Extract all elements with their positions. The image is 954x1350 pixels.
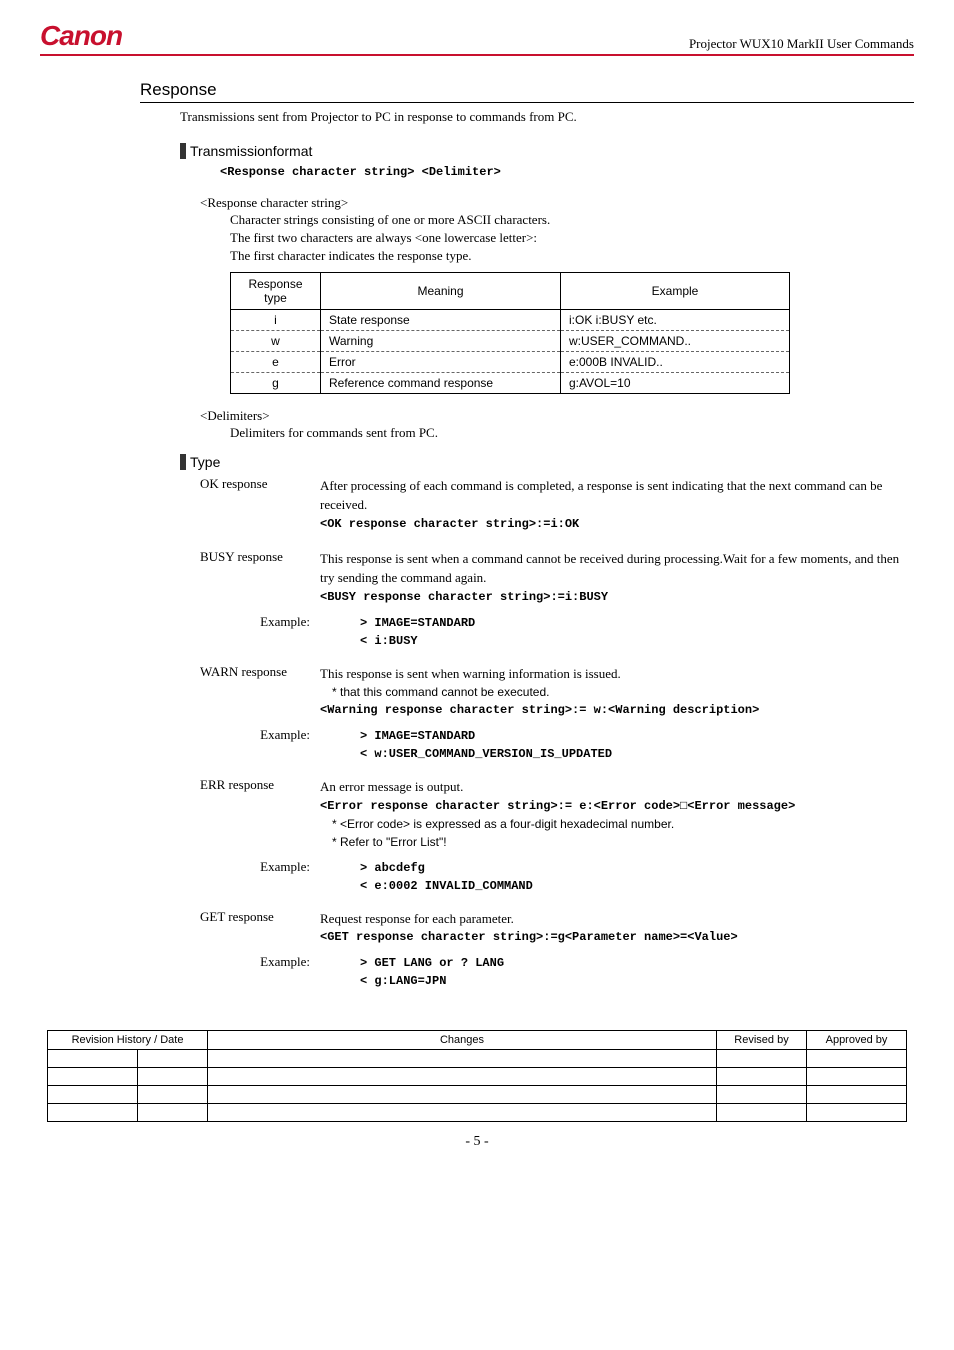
ok-text: After processing of each command is comp… [320,476,914,515]
ok-format: <OK response character string>:=i:OK [320,515,914,533]
type-heading: Type [180,454,914,470]
rev-row [48,1068,907,1086]
section-intro: Transmissions sent from Projector to PC … [180,109,914,125]
delimiter-desc: Delimiters for commands sent from PC. [230,424,914,442]
warn-response-row: WARN response This response is sent when… [200,664,914,720]
err-ex2: < e:0002 INVALID_COMMAND [360,877,914,895]
rev-row [48,1086,907,1104]
example-label: Example: [200,614,320,650]
busy-response-row: BUSY response This response is sent when… [200,549,914,606]
example-label: Example: [200,727,320,763]
table-row: i State response i:OK i:BUSY etc. [231,309,790,330]
err-response-row: ERR response An error message is output.… [200,777,914,851]
warn-ex2: < w:USER_COMMAND_VERSION_IS_UPDATED [360,745,914,763]
busy-label: BUSY response [200,549,320,606]
err-ex1: > abcdefg [360,859,914,877]
busy-ex1: > IMAGE=STANDARD [360,614,914,632]
delimiter-label: <Delimiters> [200,408,914,424]
response-desc-3: The first character indicates the respon… [230,247,914,265]
table-row: w Warning w:USER_COMMAND.. [231,330,790,351]
busy-format: <BUSY response character string>:=i:BUSY [320,588,914,606]
err-format: <Error response character string>:= e:<E… [320,797,914,815]
example-label: Example: [200,859,320,895]
warn-label: WARN response [200,664,320,720]
err-label: ERR response [200,777,320,851]
get-format: <GET response character string>:=g<Param… [320,928,914,946]
transmission-format: <Response character string> <Delimiter> [220,165,914,179]
err-note1: * <Error code> is expressed as a four-di… [332,815,914,833]
get-response-row: GET response Request response for each p… [200,909,914,947]
err-example: Example: > abcdefg < e:0002 INVALID_COMM… [200,859,914,895]
ok-response-row: OK response After processing of each com… [200,476,914,533]
busy-text: This response is sent when a command can… [320,549,914,588]
header-title: Projector WUX10 MarkII User Commands [689,36,914,52]
response-desc-1: Character strings consisting of one or m… [230,211,914,229]
get-ex1: > GET LANG or ? LANG [360,954,914,972]
warn-example: Example: > IMAGE=STANDARD < w:USER_COMMA… [200,727,914,763]
section-title: Response [140,80,914,103]
busy-ex2: < i:BUSY [360,632,914,650]
warn-ex1: > IMAGE=STANDARD [360,727,914,745]
table-row: g Reference command response g:AVOL=10 [231,372,790,393]
err-text: An error message is output. [320,777,914,797]
example-label: Example: [200,954,320,990]
response-type-table: Response type Meaning Example i State re… [230,272,790,394]
get-example: Example: > GET LANG or ? LANG < g:LANG=J… [200,954,914,990]
rev-row [48,1104,907,1122]
rev-header-revised: Revised by [717,1031,807,1050]
warn-text: This response is sent when warning infor… [320,664,914,684]
th-example: Example [561,272,790,309]
page-number: - 5 - [40,1134,914,1150]
revision-table: Revision History / Date Changes Revised … [47,1030,907,1122]
get-ex2: < g:LANG=JPN [360,972,914,990]
response-string-label: <Response character string> [200,195,914,211]
canon-logo: Canon [40,20,122,52]
page-header: Canon Projector WUX10 MarkII User Comman… [40,20,914,56]
th-meaning: Meaning [321,272,561,309]
busy-example: Example: > IMAGE=STANDARD < i:BUSY [200,614,914,650]
get-text: Request response for each parameter. [320,909,914,929]
rev-row [48,1050,907,1068]
warn-format: <Warning response character string>:= w:… [320,701,914,719]
rev-header-date: Revision History / Date [48,1031,208,1050]
rev-header-changes: Changes [208,1031,717,1050]
response-desc-2: The first two characters are always <one… [230,229,914,247]
get-label: GET response [200,909,320,947]
transmission-heading: Transmissionformat [180,143,914,159]
table-row: e Error e:000B INVALID.. [231,351,790,372]
ok-label: OK response [200,476,320,533]
warn-note: * that this command cannot be executed. [332,683,914,701]
err-note2: * Refer to "Error List"! [332,833,914,851]
th-type: Response type [231,272,321,309]
rev-header-approved: Approved by [807,1031,907,1050]
